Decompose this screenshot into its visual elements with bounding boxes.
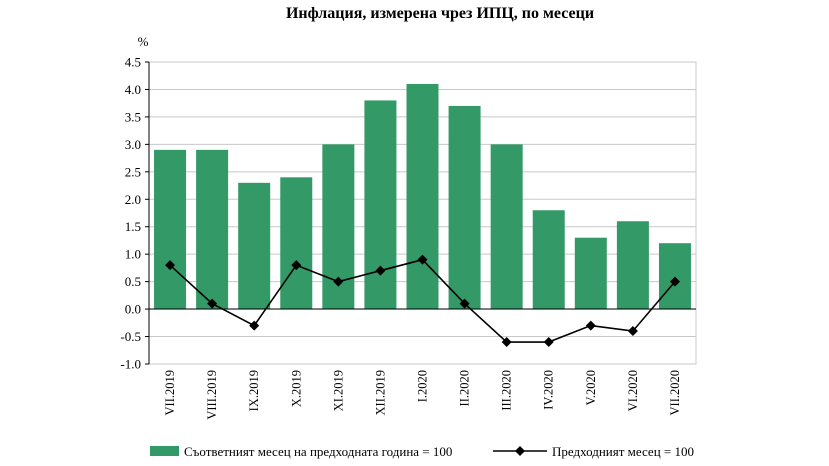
line-series xyxy=(165,254,680,348)
bar xyxy=(448,105,481,310)
line-point xyxy=(207,298,218,309)
x-category-label: XI.2019 xyxy=(331,370,345,411)
line-point xyxy=(291,260,302,271)
y-tick-label: -0.5 xyxy=(120,329,141,344)
bar xyxy=(490,144,523,310)
line-point xyxy=(249,320,260,331)
line-point xyxy=(333,276,344,287)
y-tick-label: -1.0 xyxy=(120,357,141,372)
bar xyxy=(154,149,187,310)
x-category-label: II.2020 xyxy=(458,370,472,406)
y-axis-ticks: 4.5 4.0 3.5 3.0 2.5 2.0 1.5 1.0 0.5 0.0 -0.5 -1.0 xyxy=(120,55,141,372)
bar xyxy=(364,100,397,310)
line-point xyxy=(501,337,512,348)
bar xyxy=(658,243,691,310)
x-category-label: VII.2019 xyxy=(163,370,177,415)
x-category-label: III.2020 xyxy=(500,370,514,411)
bar xyxy=(196,149,229,310)
legend-label-line: Предходният месец = 100 xyxy=(552,444,694,459)
legend-label-bar: Съответният месец на предходната година … xyxy=(184,444,452,459)
bar xyxy=(616,221,649,310)
line-point xyxy=(543,337,554,348)
legend: Съответният месец на предходната година … xyxy=(150,444,694,459)
y-tick-label: 2.5 xyxy=(125,164,141,179)
bar-series xyxy=(154,83,691,310)
x-category-label: XII.2019 xyxy=(373,370,387,415)
x-category-label: VI.2020 xyxy=(626,370,640,411)
y-tick-label: 0.5 xyxy=(125,274,141,289)
y-tick-label: 1.0 xyxy=(125,247,141,262)
x-category-label: IV.2020 xyxy=(542,370,556,410)
bar xyxy=(238,182,271,310)
line-point xyxy=(627,326,638,337)
x-category-label: I.2020 xyxy=(416,370,430,402)
x-category-label: IX.2019 xyxy=(247,370,261,411)
x-axis-categories: VII.2019 VIII.2019 IX.2019 X.2019 XI.2019 XII… xyxy=(163,370,682,420)
y-axis-unit: % xyxy=(138,34,149,49)
y-tick-label: 3.5 xyxy=(125,109,141,124)
x-category-label: VIII.2019 xyxy=(205,370,219,420)
legend-swatch-marker xyxy=(515,446,525,456)
chart-title: Инфлация, измерена чрез ИПЦ, по месеци xyxy=(286,5,594,22)
legend-swatch-bar xyxy=(150,446,179,456)
y-tick-label: 3.0 xyxy=(125,137,141,152)
bar xyxy=(574,237,607,310)
y-tick-label: 0.0 xyxy=(125,302,141,317)
line-point xyxy=(669,276,680,287)
line-point xyxy=(585,320,596,331)
y-tick-label: 4.0 xyxy=(125,82,141,97)
y-tick-label: 2.0 xyxy=(125,192,141,207)
y-tick-label: 4.5 xyxy=(125,55,141,70)
bar xyxy=(532,210,565,310)
x-category-label: VII.2020 xyxy=(668,370,682,415)
x-category-label: V.2020 xyxy=(584,370,598,406)
bar xyxy=(280,177,313,310)
line-point xyxy=(165,260,176,271)
line-point xyxy=(375,265,386,276)
x-category-label: X.2019 xyxy=(289,370,303,407)
bar xyxy=(406,83,439,310)
line-point xyxy=(417,254,428,265)
line-point xyxy=(459,298,470,309)
y-tick-label: 1.5 xyxy=(125,219,141,234)
